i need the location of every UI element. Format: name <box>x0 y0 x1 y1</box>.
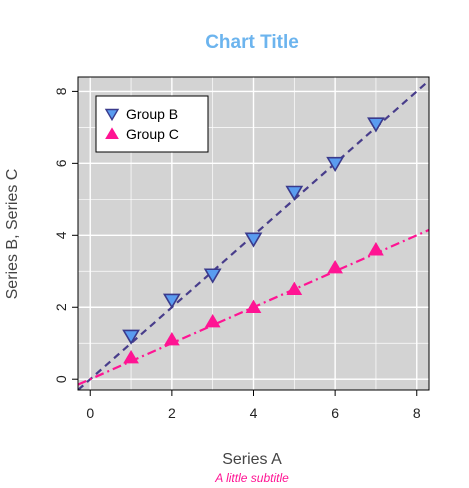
legend-box <box>95 95 209 153</box>
point-group-b <box>244 232 263 248</box>
point-group-b <box>326 156 345 173</box>
y-tick-label: 6 <box>53 159 69 167</box>
point-group-c <box>245 299 262 314</box>
x-tick-label: 2 <box>168 405 176 421</box>
x-tick-label: 6 <box>331 405 339 421</box>
y-tick-label: 8 <box>53 87 69 95</box>
point-group-c <box>163 331 180 346</box>
point-group-c <box>286 281 303 296</box>
data-points <box>122 117 385 364</box>
legend-marker-group-c <box>105 127 119 139</box>
y-tick-label: 2 <box>53 303 69 311</box>
x-tick-label: 0 <box>86 405 94 421</box>
chart-subtitle: A little subtitle <box>214 471 289 485</box>
point-group-b <box>162 293 181 309</box>
axes: 0 2 4 6 8 0 2 4 6 8 <box>53 87 421 421</box>
point-group-c <box>123 349 139 364</box>
point-group-c <box>204 314 221 328</box>
point-group-c <box>327 260 344 274</box>
point-group-b <box>203 268 222 284</box>
point-group-c <box>368 242 384 256</box>
point-group-b <box>285 185 304 201</box>
x-axis-label: Series A <box>222 451 282 468</box>
x-tick-label: 4 <box>250 405 258 421</box>
y-tick-label: 0 <box>53 375 69 383</box>
point-group-b <box>367 117 385 133</box>
chart-title: Chart Title <box>205 32 299 53</box>
legend: Group B Group C <box>95 95 209 153</box>
legend-label: Group B <box>126 106 178 122</box>
point-group-b <box>122 329 140 345</box>
y-axis-label: Series B, Series C <box>4 169 21 300</box>
legend-label: Group C <box>126 126 179 142</box>
x-tick-label: 8 <box>413 405 421 421</box>
y-tick-label: 4 <box>53 231 69 239</box>
legend-marker-group-b <box>104 108 120 122</box>
